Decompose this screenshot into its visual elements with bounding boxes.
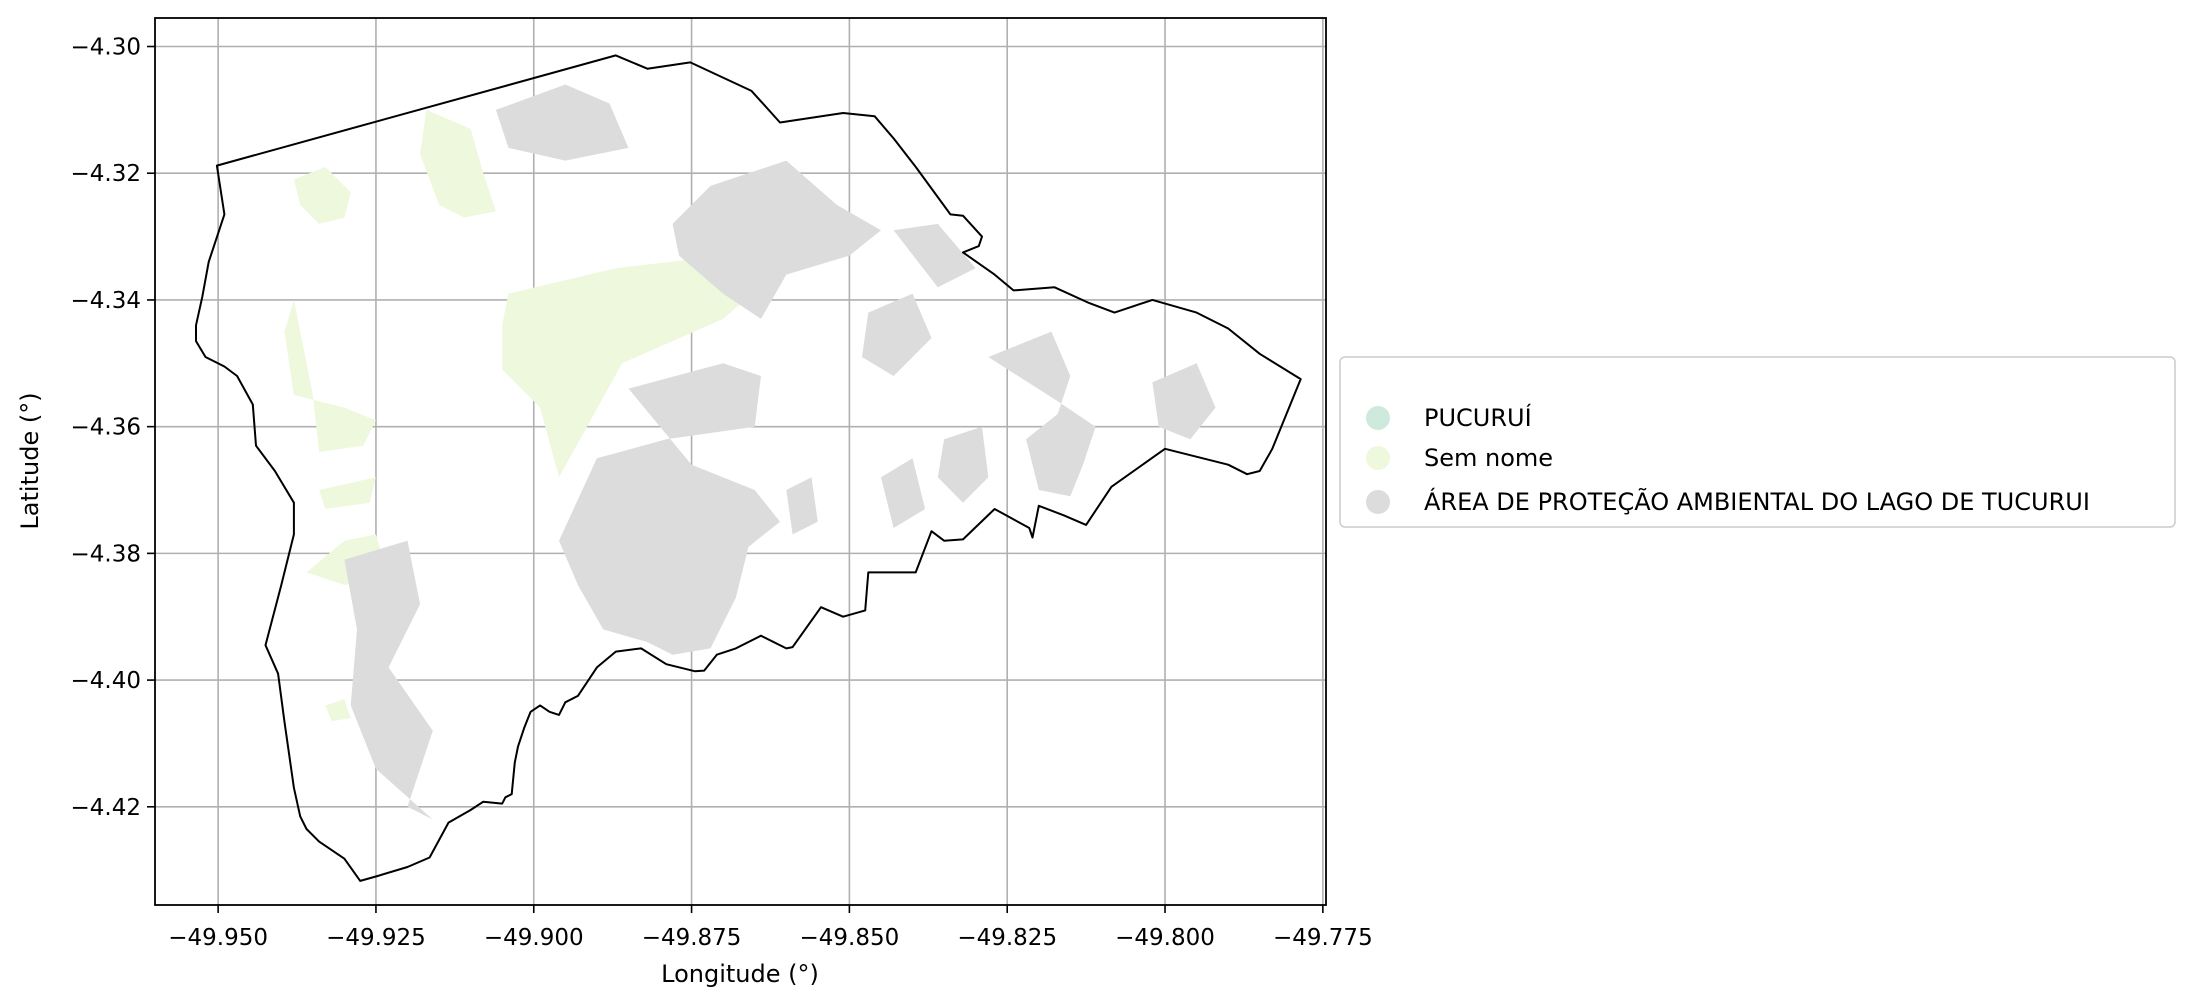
apa-area-3	[862, 293, 932, 376]
x-tick-label-6: −49.800	[1115, 925, 1215, 951]
y-tick-label-6: −4.42	[71, 795, 141, 821]
x-axis-label: Longitude (°)	[661, 960, 819, 988]
x-tick-label-0: −49.950	[168, 925, 268, 951]
apa-area-4	[988, 331, 1096, 497]
y-tick-label-0: −4.30	[71, 35, 141, 61]
x-tick-label-2: −49.900	[484, 925, 584, 951]
legend-marker-apa	[1366, 490, 1390, 514]
y-axis-label: Latitude (°)	[16, 392, 44, 529]
legend: PUCURUÍ Sem nome ÁREA DE PROTEÇÃO AMBIEN…	[1339, 356, 2176, 528]
apa-area-7	[881, 458, 926, 528]
y-tick-label-5: −4.40	[71, 668, 141, 694]
map-areas	[284, 84, 1216, 820]
x-tick-label-3: −49.875	[642, 925, 742, 951]
boundary-line	[195, 54, 1302, 882]
sem-nome-area-3	[284, 299, 376, 452]
legend-box	[1339, 356, 2176, 528]
legend-label-sem-nome: Sem nome	[1424, 444, 1553, 472]
apa-area-10	[893, 223, 976, 288]
apa-area-9	[344, 540, 433, 820]
apa-area-2	[559, 363, 780, 655]
x-tick-label-5: −49.825	[957, 925, 1057, 951]
legend-marker-pucurui	[1366, 406, 1390, 430]
apa-area-6	[937, 426, 989, 503]
apa-area-0	[495, 84, 629, 161]
apa-area-8	[786, 477, 818, 535]
legend-label-apa: ÁREA DE PROTEÇÃO AMBIENTAL DO LAGO DE TU…	[1424, 486, 2090, 516]
axis-ticks: −49.950 −49.925 −49.900 −49.875 −49.850 −49.8…	[71, 35, 1373, 951]
municipality-boundary	[195, 54, 1302, 882]
x-tick-label-4: −49.850	[800, 925, 900, 951]
sem-nome-area-1	[293, 166, 351, 224]
y-tick-label-1: −4.32	[71, 161, 141, 187]
apa-area-1	[672, 160, 881, 319]
sem-nome-area-0	[420, 109, 496, 218]
x-tick-label-7: −49.775	[1273, 925, 1373, 951]
sem-nome-area-6	[325, 699, 351, 722]
y-tick-label-2: −4.34	[71, 288, 141, 314]
legend-marker-sem-nome	[1366, 446, 1390, 470]
x-tick-label-1: −49.925	[326, 925, 426, 951]
sem-nome-area-4	[319, 477, 376, 509]
sem-nome-area-2	[502, 255, 768, 478]
y-tick-label-4: −4.38	[71, 541, 141, 567]
plot-frame	[154, 17, 1327, 906]
y-tick-label-3: −4.36	[71, 415, 141, 441]
legend-label-pucurui: PUCURUÍ	[1424, 403, 1532, 432]
apa-area-5	[1152, 363, 1216, 440]
